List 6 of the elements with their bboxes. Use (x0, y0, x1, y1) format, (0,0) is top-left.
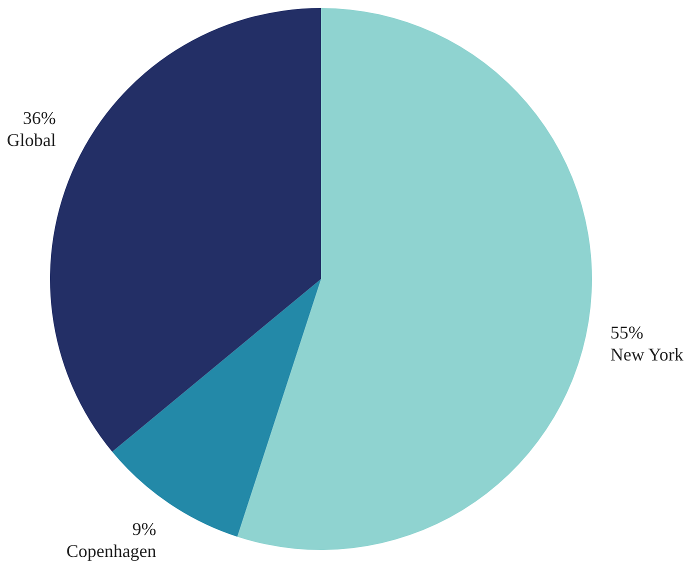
slice-label: Copenhagen (66, 541, 156, 562)
data-label: 9% (132, 519, 156, 540)
slice-label: New York (610, 344, 684, 365)
data-label: 36% (22, 108, 56, 128)
slice-label: Global (6, 130, 56, 150)
data-label: 55% (610, 322, 644, 343)
